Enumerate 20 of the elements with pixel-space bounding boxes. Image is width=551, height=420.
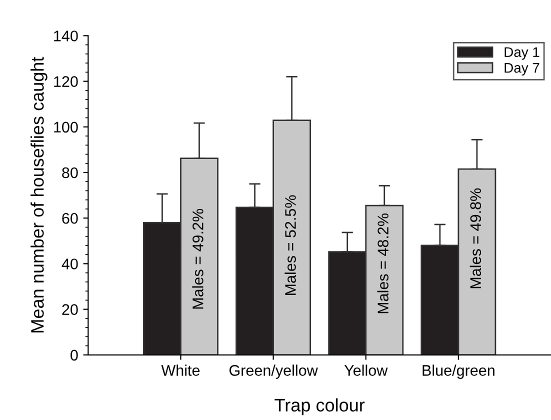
annotation: Males = 52.5% xyxy=(284,195,296,295)
y-tick-label: 40 xyxy=(62,258,78,270)
y-tick-label: 140 xyxy=(54,30,78,42)
legend-label: Day 1 xyxy=(504,47,540,60)
y-tick-label: 60 xyxy=(62,212,78,224)
y-tick-label: 120 xyxy=(54,76,78,87)
y-tick-label: 20 xyxy=(62,304,78,315)
x-tick-label: Blue/green xyxy=(422,364,494,379)
x-tick-label: Green/yellow xyxy=(229,364,318,379)
y-axis-title: Mean number of houseflies caught xyxy=(30,56,48,332)
annotation: Males = 49.2% xyxy=(192,208,204,309)
legend-label: Day 7 xyxy=(504,63,540,76)
x-tick-label: White xyxy=(161,364,200,376)
y-tick-label: 80 xyxy=(62,167,78,178)
annotation: Males = 49.8% xyxy=(470,188,482,288)
x-axis-title: Trap colour xyxy=(274,398,365,416)
y-tick-label: 0 xyxy=(70,350,78,361)
x-tick-label: Yellow xyxy=(344,364,388,376)
y-tick-label: 100 xyxy=(54,122,78,133)
annotation: Males = 48.2% xyxy=(377,214,388,314)
